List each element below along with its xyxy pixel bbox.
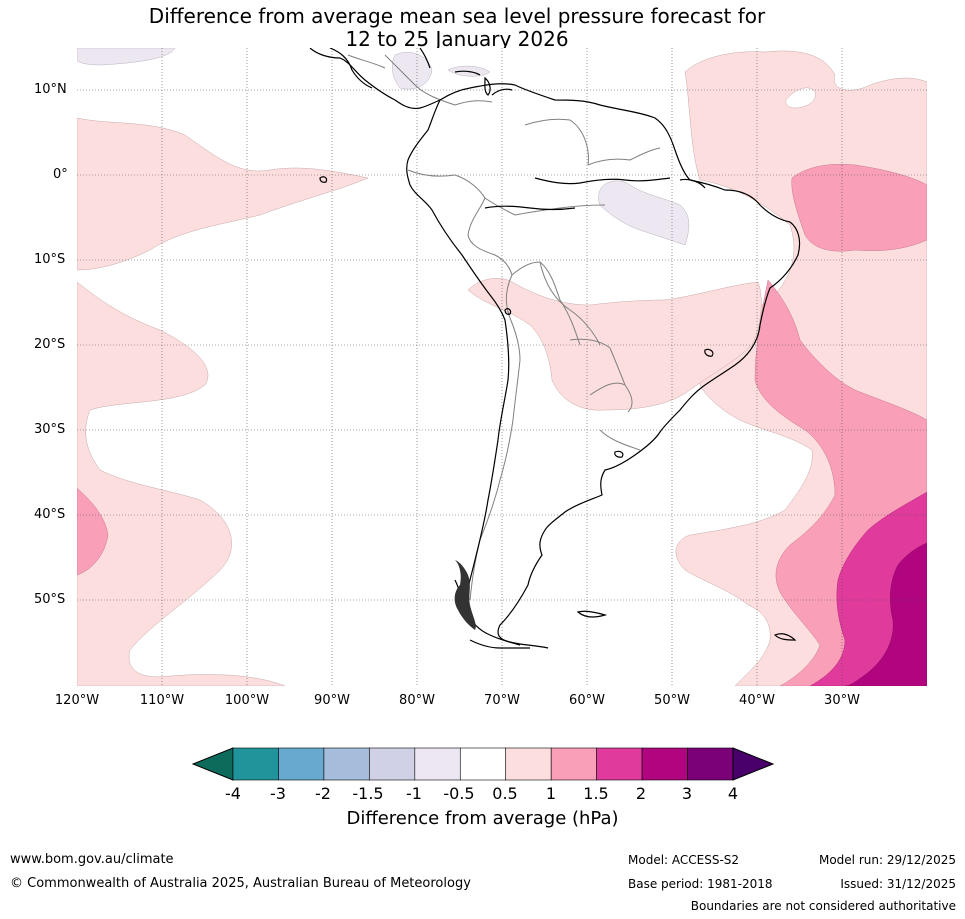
colorbar-tick: -4 [225, 784, 241, 803]
lon-label-120w: 120°W [54, 693, 100, 708]
anomaly-region-north-pacific-negative [77, 48, 176, 66]
colorbar-tick: 1 [545, 784, 557, 803]
base-period: Base period: 1981-2018 [628, 877, 773, 891]
anomaly-region-south-atlantic-peak [844, 542, 927, 686]
model-run-date: Model run: 29/12/2025 [818, 853, 956, 867]
colorbar-swatch [687, 747, 734, 781]
lat-label-10s: 10°S [34, 252, 66, 267]
lat-label-20s: 20°S [34, 337, 66, 352]
lon-label-90w: 90°W [314, 693, 350, 708]
lat-label-50s: 50°S [34, 592, 66, 607]
issued-date: Issued: 31/12/2025 [840, 877, 956, 891]
colorbar-swatch [232, 747, 279, 781]
anomaly-region-pacific-equatorial [77, 117, 369, 271]
colorbar-tick: 0.5 [492, 784, 518, 803]
anomaly-region-brazil-coast-north [791, 164, 927, 252]
anomaly-region-central-america-negative [392, 52, 433, 90]
anomaly-region-north-atlantic-neutral [785, 87, 816, 109]
colorbar-tick: 4 [727, 784, 739, 803]
colorbar-swatch [278, 747, 325, 781]
colorbar [191, 747, 775, 781]
colorbar-tick: 3 [681, 784, 693, 803]
lon-label-30w: 30°W [824, 693, 860, 708]
website-link[interactable]: www.bom.gov.au/climate [10, 852, 174, 867]
colorbar-swatch [369, 747, 416, 781]
colorbar-label: Difference from average (hPa) [346, 808, 619, 829]
lon-label-100w: 100°W [224, 693, 270, 708]
lon-label-110w: 110°W [139, 693, 185, 708]
colorbar-swatch [414, 747, 461, 781]
model-name: Model: ACCESS-S2 [628, 853, 740, 867]
colorbar-tick: -3 [270, 784, 286, 803]
colorbar-swatch [596, 747, 643, 781]
colorbar-tick: -0.5 [443, 784, 475, 803]
colorbar-swatch [550, 747, 597, 781]
lon-label-50w: 50°W [654, 693, 690, 708]
map-title-line1: Difference from average mean sea level p… [148, 4, 766, 28]
colorbar-tick: -1.5 [352, 784, 384, 803]
lat-label-0: 0° [53, 167, 68, 182]
colorbar-extend-high [732, 747, 775, 781]
colorbar-swatch [641, 747, 688, 781]
copyright-text: © Commonwealth of Australia 2025, Austra… [10, 876, 471, 891]
anomaly-region-southwest-pacific [77, 281, 286, 686]
colorbar-tick: 1.5 [583, 784, 609, 803]
graticule [77, 48, 927, 686]
colorbar-swatch [505, 747, 552, 781]
country-boundaries [347, 54, 661, 601]
map-title-line2: 12 to 25 January 2026 [345, 27, 569, 51]
lat-label-10n: 10°N [34, 82, 67, 97]
colorbar-tick: -2 [315, 784, 331, 803]
chile-fjords [454, 560, 476, 630]
colorbar-tick: 2 [635, 784, 647, 803]
boundaries-disclaimer: Boundaries are not considered authoritat… [690, 899, 956, 913]
anomaly-region-west-edge-strong [77, 487, 109, 576]
colorbar-swatch [459, 747, 507, 781]
colorbar-swatch [323, 747, 370, 781]
lon-label-40w: 40°W [739, 693, 775, 708]
coastlines [309, 48, 801, 649]
lon-label-80w: 80°W [399, 693, 435, 708]
lon-label-70w: 70°W [484, 693, 520, 708]
colorbar-tick: -1 [406, 784, 422, 803]
colorbar-extend-low [191, 747, 234, 781]
lat-label-40s: 40°S [34, 507, 66, 522]
lon-label-60w: 60°W [569, 693, 605, 708]
lat-label-30s: 30°S [34, 422, 66, 437]
